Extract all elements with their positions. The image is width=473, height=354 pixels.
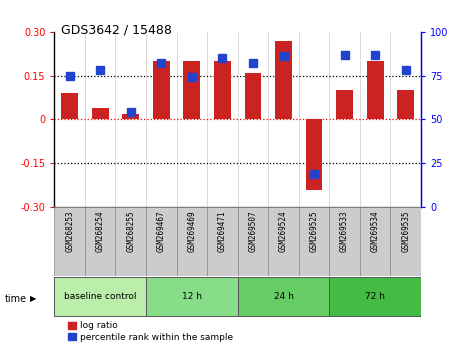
Text: GSM269525: GSM269525 [309,211,318,252]
Bar [329,207,360,276]
Bar [214,61,231,120]
Text: GSM269469: GSM269469 [187,211,196,252]
Text: baseline control: baseline control [64,292,137,301]
Bar [123,114,139,120]
Text: 12 h: 12 h [182,292,202,301]
Bar [268,207,299,276]
Bar [245,73,262,120]
Bar [336,90,353,120]
Text: GSM269467: GSM269467 [157,211,166,252]
Text: GSM268255: GSM268255 [126,211,135,252]
Bar [92,108,109,120]
Bar [61,93,78,120]
Text: GSM269534: GSM269534 [371,211,380,252]
Bar [237,207,268,276]
Bar [306,120,323,190]
Bar [360,207,390,276]
Text: GDS3642 / 15488: GDS3642 / 15488 [61,23,172,36]
Bar [237,277,329,316]
Bar [176,207,207,276]
Text: GSM269533: GSM269533 [340,211,349,252]
Text: 24 h: 24 h [273,292,293,301]
Bar [146,207,176,276]
Bar [85,207,115,276]
Text: GSM269471: GSM269471 [218,211,227,252]
Text: GSM268254: GSM268254 [96,211,105,252]
Bar [367,61,384,120]
Bar [207,207,237,276]
Text: time: time [5,294,27,304]
Bar [397,90,414,120]
Bar [115,207,146,276]
Bar [184,61,200,120]
Bar [390,207,421,276]
Bar [299,207,329,276]
Bar [146,277,237,316]
Text: 72 h: 72 h [365,292,385,301]
Text: GSM269507: GSM269507 [248,211,257,252]
Text: GSM269524: GSM269524 [279,211,288,252]
Bar [54,207,85,276]
Legend: log ratio, percentile rank within the sample: log ratio, percentile rank within the sa… [69,321,233,342]
Bar [329,277,421,316]
Bar [153,61,170,120]
Text: ▶: ▶ [30,294,36,303]
Bar [54,277,146,316]
Text: GSM269535: GSM269535 [401,211,410,252]
Text: GSM268253: GSM268253 [65,211,74,252]
Bar [275,41,292,120]
